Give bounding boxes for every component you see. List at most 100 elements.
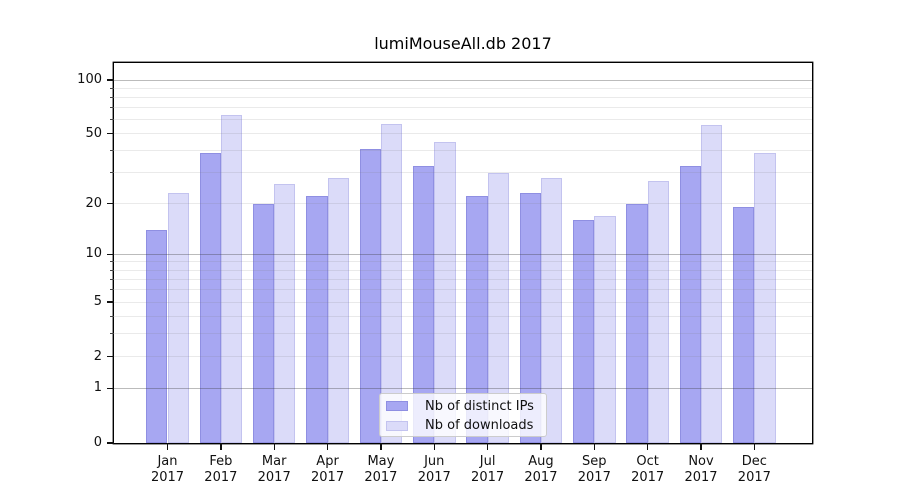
y-minor-tick-8 (110, 269, 114, 271)
bar-dec-downloads (754, 152, 776, 443)
x-tick-year: 2017 (257, 469, 291, 485)
x-tick-label-may: May 2017 (349, 454, 413, 485)
x-tick-year: 2017 (737, 469, 771, 485)
x-tick-aug (540, 443, 542, 450)
bar-may-downloads (380, 123, 403, 443)
y-tick-label-10: 10 (85, 246, 102, 262)
x-tick-label-jun: Jun 2017 (402, 454, 466, 485)
legend-label-distinct-ips: Nb of distinct IPs (425, 398, 534, 414)
y-minor-tick-4 (110, 315, 114, 317)
y-tick-2 (107, 355, 114, 358)
x-tick-month: Jul (479, 454, 496, 469)
x-tick-month: Dec (741, 454, 767, 469)
y-tick-50 (107, 133, 114, 135)
legend-row-downloads: Nb of downloads (386, 418, 546, 435)
legend-row-distinct-ips: Nb of distinct IPs (386, 398, 546, 415)
x-tick-oct (646, 443, 649, 450)
y-minor-tick-70 (110, 107, 114, 109)
y-minor-tick-90 (110, 87, 114, 89)
x-tick-year: 2017 (204, 469, 238, 485)
legend-swatch-distinct-ips (386, 401, 408, 412)
y-tick-label-20: 20 (85, 195, 102, 211)
bar-jun-downloads (434, 141, 456, 443)
x-tick-dec (753, 443, 756, 450)
y-minor-tick-9 (110, 261, 114, 263)
x-tick-jan (166, 443, 169, 450)
legend-swatch-downloads (386, 420, 408, 431)
x-tick-year: 2017 (524, 469, 558, 485)
bar-oct-distinct-ips (626, 203, 648, 443)
bar-sep-distinct-ips (573, 220, 595, 443)
x-tick-month: Sep (582, 454, 607, 469)
bar-oct-downloads (647, 180, 669, 443)
y-tick-label-100: 100 (77, 72, 102, 88)
x-tick-may (380, 443, 382, 450)
legend-label-downloads: Nb of downloads (425, 418, 534, 434)
x-tick-year: 2017 (684, 469, 718, 485)
y-tick-20 (107, 202, 114, 205)
y-tick-label-5: 5 (93, 294, 102, 310)
x-tick-feb (220, 443, 222, 450)
bar-jul-distinct-ips (466, 196, 488, 443)
y-minor-tick-3 (110, 333, 114, 335)
bar-dec-distinct-ips (733, 207, 755, 443)
x-tick-label-aug: Aug 2017 (509, 454, 573, 485)
x-tick-year: 2017 (471, 469, 505, 485)
x-tick-month: Jan (157, 454, 178, 469)
y-tick-10 (107, 253, 114, 256)
y-minor-tick-6 (110, 289, 114, 291)
x-tick-jun (433, 443, 435, 450)
y-tick-1 (107, 387, 114, 390)
bar-may-distinct-ips (359, 149, 381, 443)
x-tick-label-jan: Jan 2017 (136, 454, 200, 485)
x-tick-year: 2017 (577, 469, 611, 485)
bar-apr-downloads (327, 178, 349, 443)
x-tick-month: Mar (261, 454, 287, 469)
y-tick-label-0: 0 (93, 435, 102, 450)
bar-feb-downloads (220, 114, 243, 443)
y-tick-label-1: 1 (93, 380, 102, 396)
x-tick-month: Feb (209, 454, 233, 469)
x-tick-apr (326, 443, 329, 450)
x-tick-month: Jun (424, 454, 445, 469)
bar-mar-distinct-ips (252, 203, 275, 443)
bar-nov-downloads (701, 125, 723, 443)
x-tick-month: Nov (688, 454, 714, 469)
y-tick-label-2: 2 (93, 348, 102, 364)
y-tick-5 (107, 301, 114, 303)
y-minor-tick-30 (110, 172, 114, 174)
x-tick-label-nov: Nov 2017 (669, 454, 733, 485)
x-tick-year: 2017 (417, 469, 451, 485)
x-tick-label-oct: Oct 2017 (616, 454, 680, 485)
x-tick-label-jul: Jul 2017 (456, 454, 520, 485)
x-tick-sep (593, 443, 595, 450)
x-tick-mar (273, 443, 275, 450)
x-tick-year: 2017 (311, 469, 345, 485)
bar-jul-downloads (487, 172, 509, 443)
bar-apr-distinct-ips (306, 196, 328, 443)
y-tick-label-50: 50 (85, 125, 102, 141)
bar-jan-downloads (167, 193, 189, 443)
x-tick-label-mar: Mar 2017 (242, 454, 306, 485)
x-tick-nov (700, 443, 702, 450)
bar-jan-distinct-ips (146, 230, 168, 443)
x-tick-label-apr: Apr 2017 (296, 454, 360, 485)
bars-layer (114, 63, 812, 443)
x-tick-label-feb: Feb 2017 (189, 454, 253, 485)
plot-area: Nb of distinct IPs Nb of downloads 0 1 2 5 1… (77, 63, 812, 485)
x-tick-year: 2017 (631, 469, 665, 485)
y-minor-tick-60 (110, 119, 114, 121)
x-tick-month: Apr (316, 454, 339, 469)
y-minor-tick-40 (110, 150, 114, 152)
bar-jun-distinct-ips (412, 165, 435, 443)
x-tick-label-dec: Dec 2017 (722, 454, 786, 485)
bar-mar-downloads (274, 183, 296, 443)
bar-aug-downloads (540, 178, 563, 443)
x-tick-month: Aug (528, 454, 554, 469)
bar-nov-distinct-ips (679, 165, 701, 443)
chart-title: lumiMouseAll.db 2017 (374, 34, 552, 53)
x-tick-year: 2017 (364, 469, 398, 485)
x-tick-label-sep: Sep 2017 (562, 454, 626, 485)
x-tick-year: 2017 (150, 469, 185, 485)
